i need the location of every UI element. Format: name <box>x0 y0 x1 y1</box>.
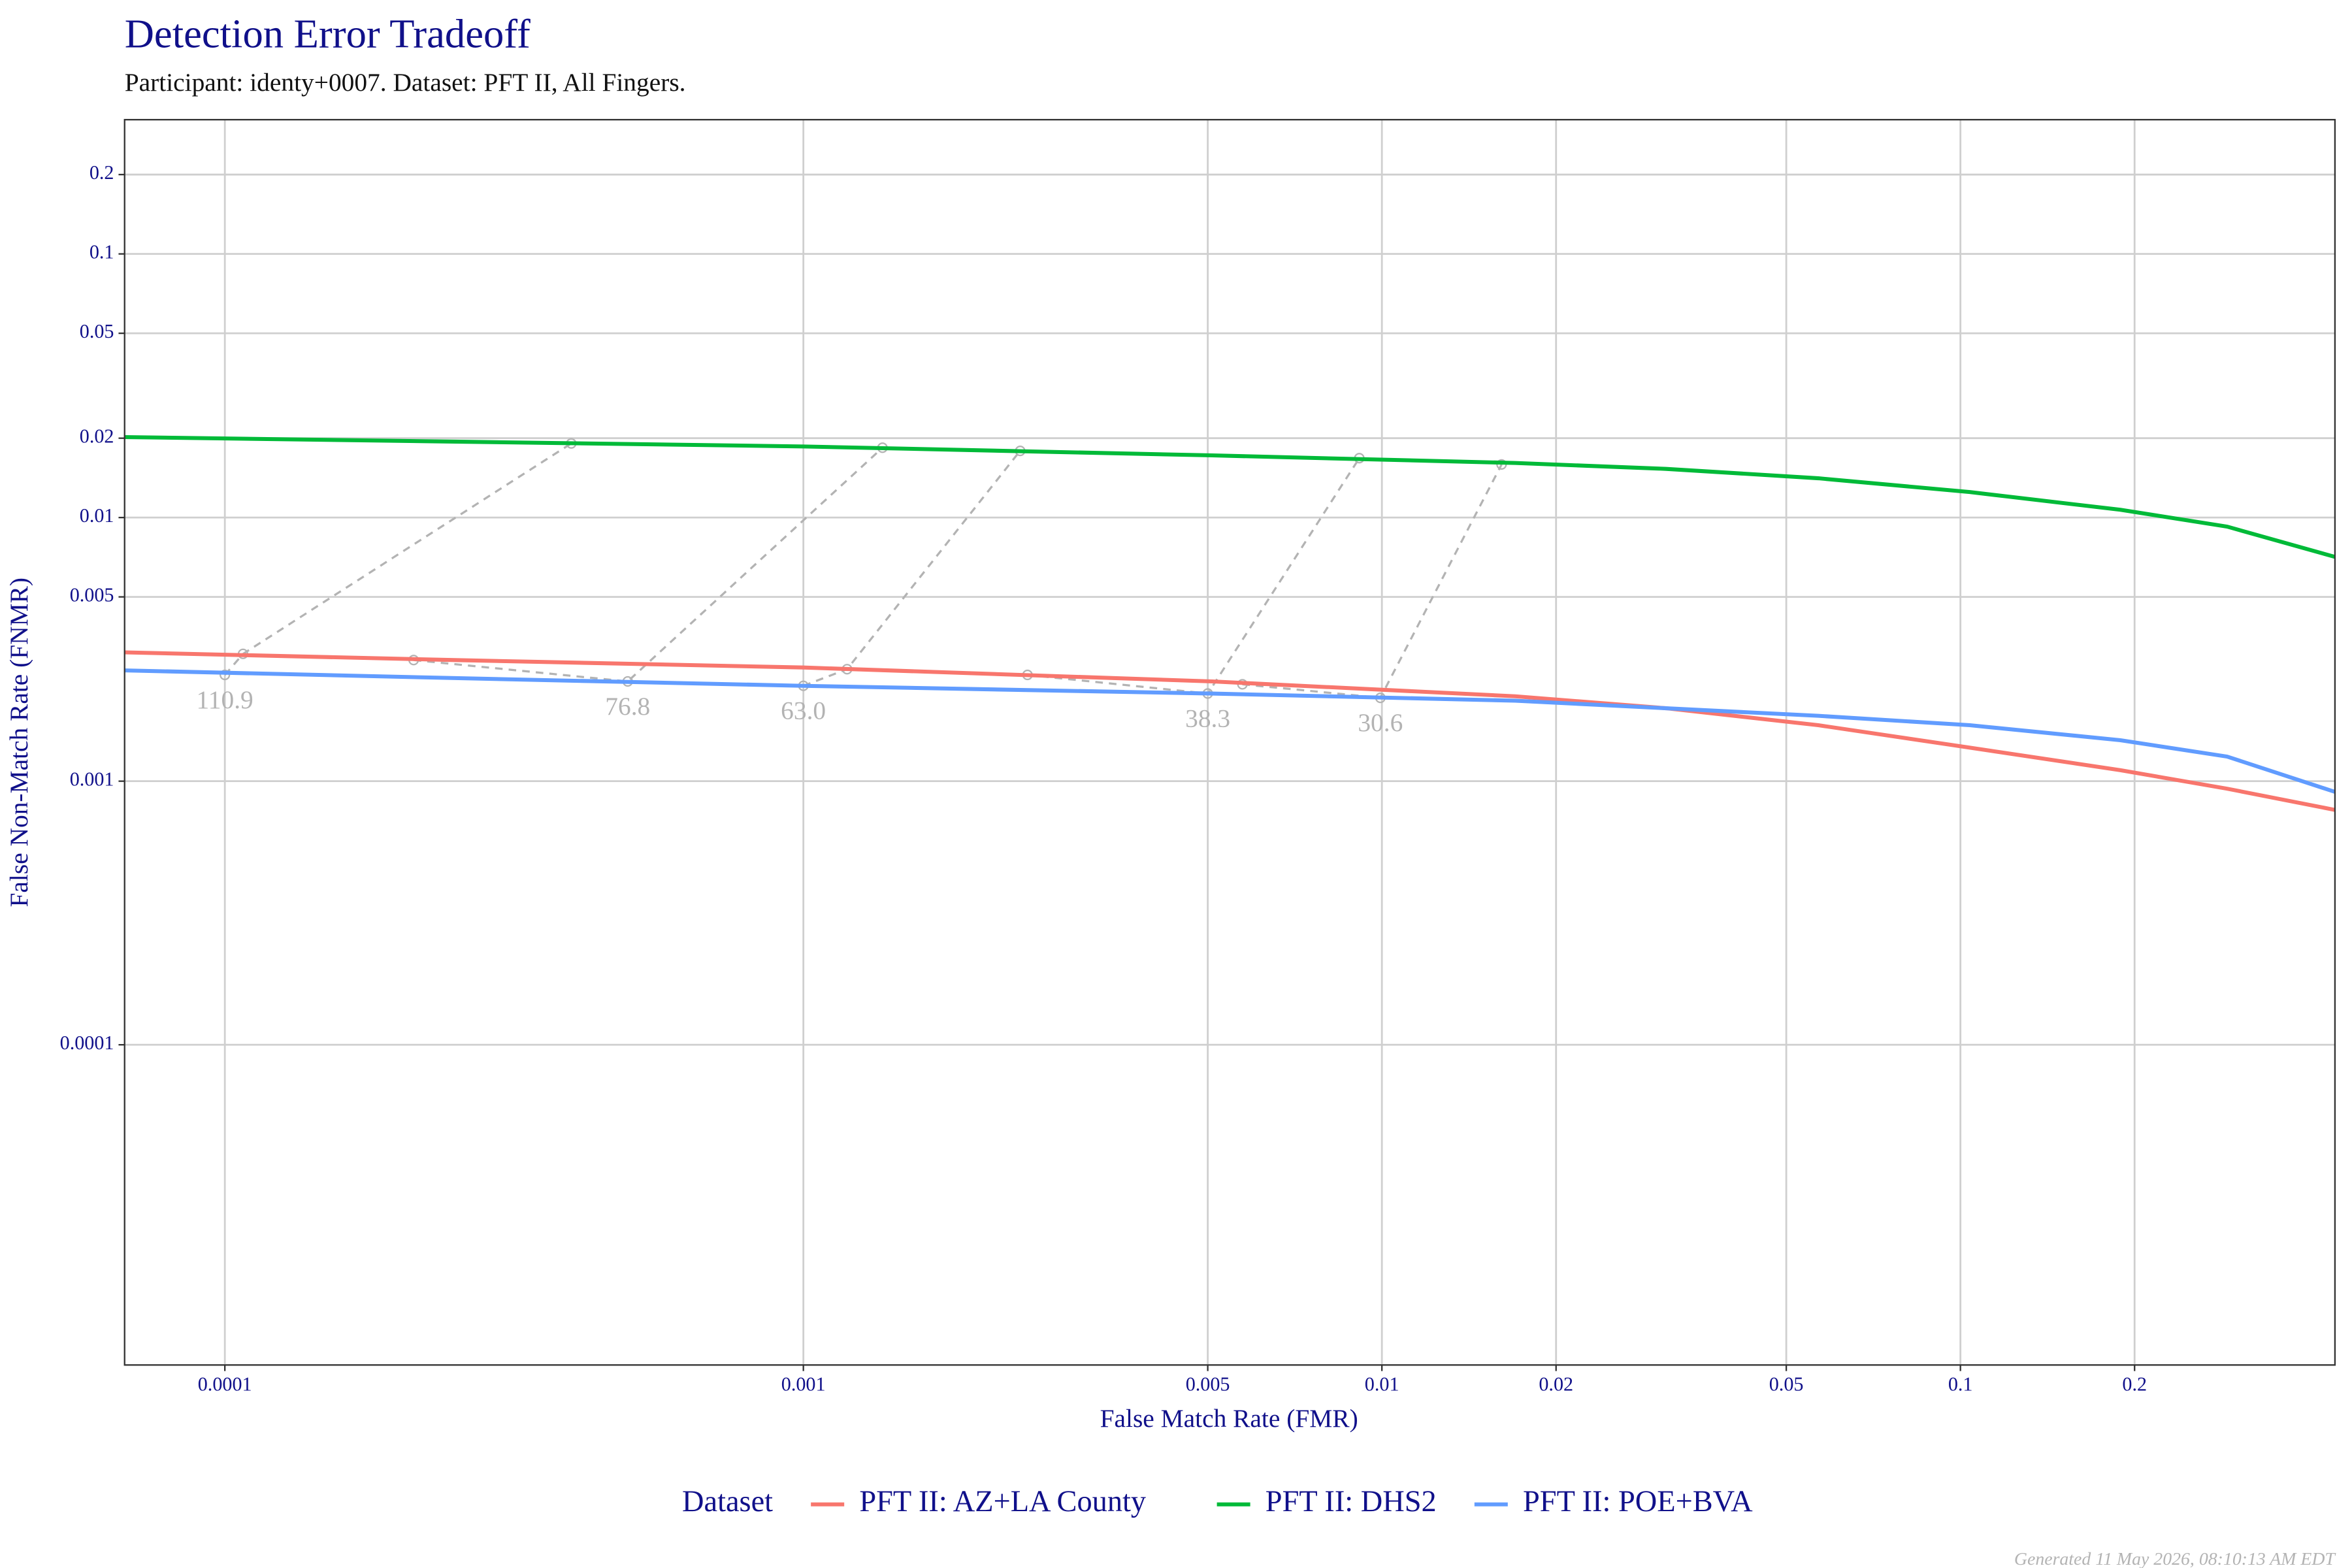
legend-label: PFT II: AZ+LA County <box>859 1485 1146 1518</box>
x-tick-label: 0.001 <box>781 1373 826 1396</box>
threshold-label: 30.6 <box>1358 708 1403 737</box>
plot-frame <box>123 119 2336 1366</box>
legend-title: Dataset <box>682 1485 773 1518</box>
threshold-label: 76.8 <box>605 692 650 721</box>
x-tick-label: 0.2 <box>2122 1373 2147 1396</box>
y-tick-label: 0.02 <box>80 425 114 448</box>
y-tick-label: 0.001 <box>70 768 114 791</box>
x-tick-label: 0.0001 <box>198 1373 252 1396</box>
chart-subtitle: Participant: identy+0007. Dataset: PFT I… <box>125 68 686 97</box>
x-tick-label: 0.02 <box>1539 1373 1573 1396</box>
y-tick-label: 0.1 <box>90 241 114 263</box>
threshold-line <box>413 447 883 683</box>
x-tick-label: 0.1 <box>1948 1373 1973 1396</box>
y-tick-label: 0.05 <box>80 320 114 342</box>
x-tick-label: 0.01 <box>1365 1373 1399 1396</box>
threshold-label: 63.0 <box>781 696 826 725</box>
y-tick-label: 0.005 <box>70 584 114 606</box>
legend-label: PFT II: POE+BVA <box>1523 1485 1753 1518</box>
threshold-point <box>220 669 231 681</box>
series-line <box>124 668 2336 794</box>
threshold-line <box>224 442 572 676</box>
x-tick-label: 0.005 <box>1186 1373 1230 1396</box>
chart-title: Detection Error Tradeoff <box>125 10 531 56</box>
series-line <box>124 434 2336 559</box>
threshold-label: 38.3 <box>1185 704 1230 732</box>
threshold-line <box>802 450 1021 687</box>
threshold-label: 110.9 <box>197 685 253 714</box>
legend-label: PFT II: DHS2 <box>1266 1485 1437 1518</box>
y-axis-label: False Non-Match Rate (FNMR) <box>5 578 33 907</box>
footer: Generated 11 May 2026, 08:10:13 AM EDT <box>2014 1549 2337 1568</box>
y-tick-label: 0.0001 <box>60 1032 114 1054</box>
y-tick-label: 0.2 <box>90 161 114 184</box>
x-axis-label: False Match Rate (FMR) <box>1100 1404 1358 1433</box>
y-tick-label: 0.01 <box>80 504 114 527</box>
threshold-line <box>1027 457 1360 695</box>
x-tick-label: 0.05 <box>1769 1373 1804 1396</box>
